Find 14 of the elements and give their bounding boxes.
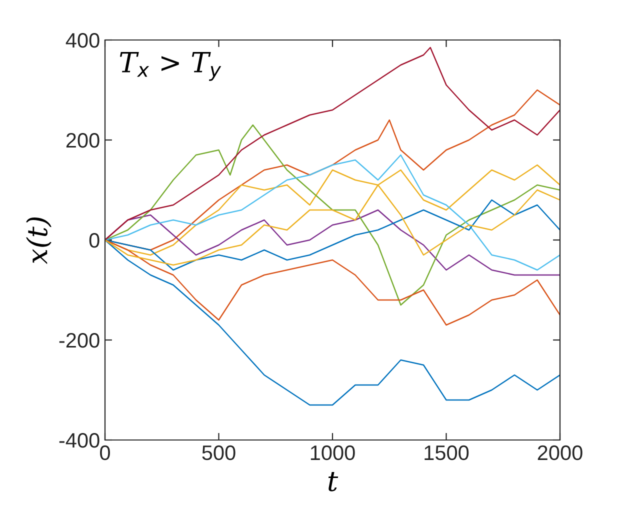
line-series	[105, 46, 560, 241]
y-tick-label: 200	[66, 133, 100, 148]
y-tick-label: 400	[66, 33, 100, 48]
x-tick-label: 2000	[538, 445, 582, 460]
annotation: T$_{x}$ > T$_{y}$	[120, 52, 222, 81]
y-axis-title: x(t)	[26, 217, 52, 264]
x-tick-label: 0	[100, 445, 110, 460]
x-tick-label: 1000	[310, 445, 355, 460]
x-axis-title: t	[328, 472, 338, 492]
y-tick-label: 0	[89, 233, 100, 248]
x-tick-label: 500	[202, 445, 236, 460]
y-tick-label: -400	[59, 433, 100, 448]
y-tick-label: -200	[59, 333, 100, 348]
x-tick-label: 1500	[424, 445, 469, 460]
